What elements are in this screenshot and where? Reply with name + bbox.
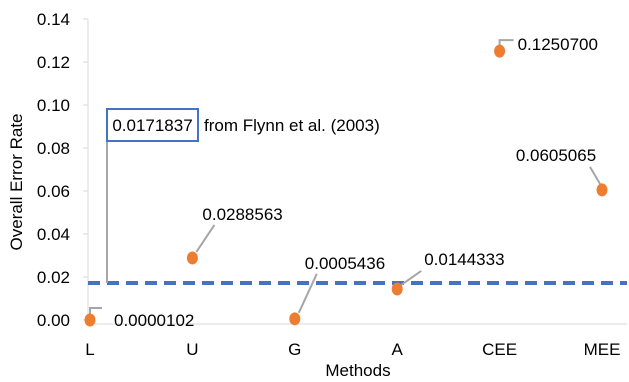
- x-tick-label: A: [392, 340, 404, 359]
- leader-line: [400, 270, 422, 286]
- x-tick-label: MEE: [584, 340, 621, 359]
- leader-line: [195, 224, 216, 253]
- x-tick-label: U: [186, 340, 198, 359]
- data-point: [186, 251, 198, 265]
- y-axis: 0.00 0.02 0.04 0.06 0.08 0.10 0.12 0.14: [37, 10, 89, 330]
- leader-line: [498, 39, 514, 46]
- data-point: [391, 282, 403, 296]
- data-label: 0.0144333: [424, 250, 504, 269]
- data-point: [289, 312, 301, 326]
- reference-line-group: 0.0171837 from Flynn et al. (2003): [88, 108, 627, 286]
- y-tick-label: 0.04: [37, 225, 70, 244]
- data-point: [84, 313, 96, 327]
- data-labels: 0.0000102 0.0288563 0.0005436 0.0144333 0.12…: [114, 35, 598, 330]
- y-axis-title: Overall Error Rate: [7, 114, 26, 251]
- leader-line: [589, 166, 601, 185]
- x-axis: L U G A CEE MEE: [85, 323, 627, 359]
- reference-value-label: 0.0171837: [112, 116, 192, 135]
- leader-line: [297, 273, 318, 314]
- x-axis-title: Methods: [325, 361, 390, 380]
- x-tick-label: G: [288, 340, 301, 359]
- x-tick-label: L: [85, 340, 94, 359]
- data-points: [84, 44, 608, 327]
- data-label: 0.0000102: [114, 311, 194, 330]
- data-label: 0.0288563: [202, 205, 282, 224]
- data-label: 0.1250700: [518, 35, 598, 54]
- reference-source-label: from Flynn et al. (2003): [204, 116, 380, 135]
- data-point: [596, 183, 608, 197]
- leader-line: [89, 306, 102, 315]
- data-label: 0.0005436: [305, 254, 385, 273]
- data-label: 0.0605065: [516, 146, 596, 165]
- y-tick-label: 0.12: [37, 53, 70, 72]
- y-tick-label: 0.14: [37, 10, 70, 29]
- y-tick-label: 0.10: [37, 96, 70, 115]
- y-tick-label: 0.02: [37, 268, 70, 287]
- y-tick-label: 0.00: [37, 311, 70, 330]
- y-tick-label: 0.06: [37, 182, 70, 201]
- y-tick-label: 0.08: [37, 139, 70, 158]
- x-tick-label: CEE: [482, 340, 517, 359]
- data-point: [494, 44, 506, 58]
- reference-value-box: [106, 108, 199, 142]
- leader-lines: [89, 39, 601, 315]
